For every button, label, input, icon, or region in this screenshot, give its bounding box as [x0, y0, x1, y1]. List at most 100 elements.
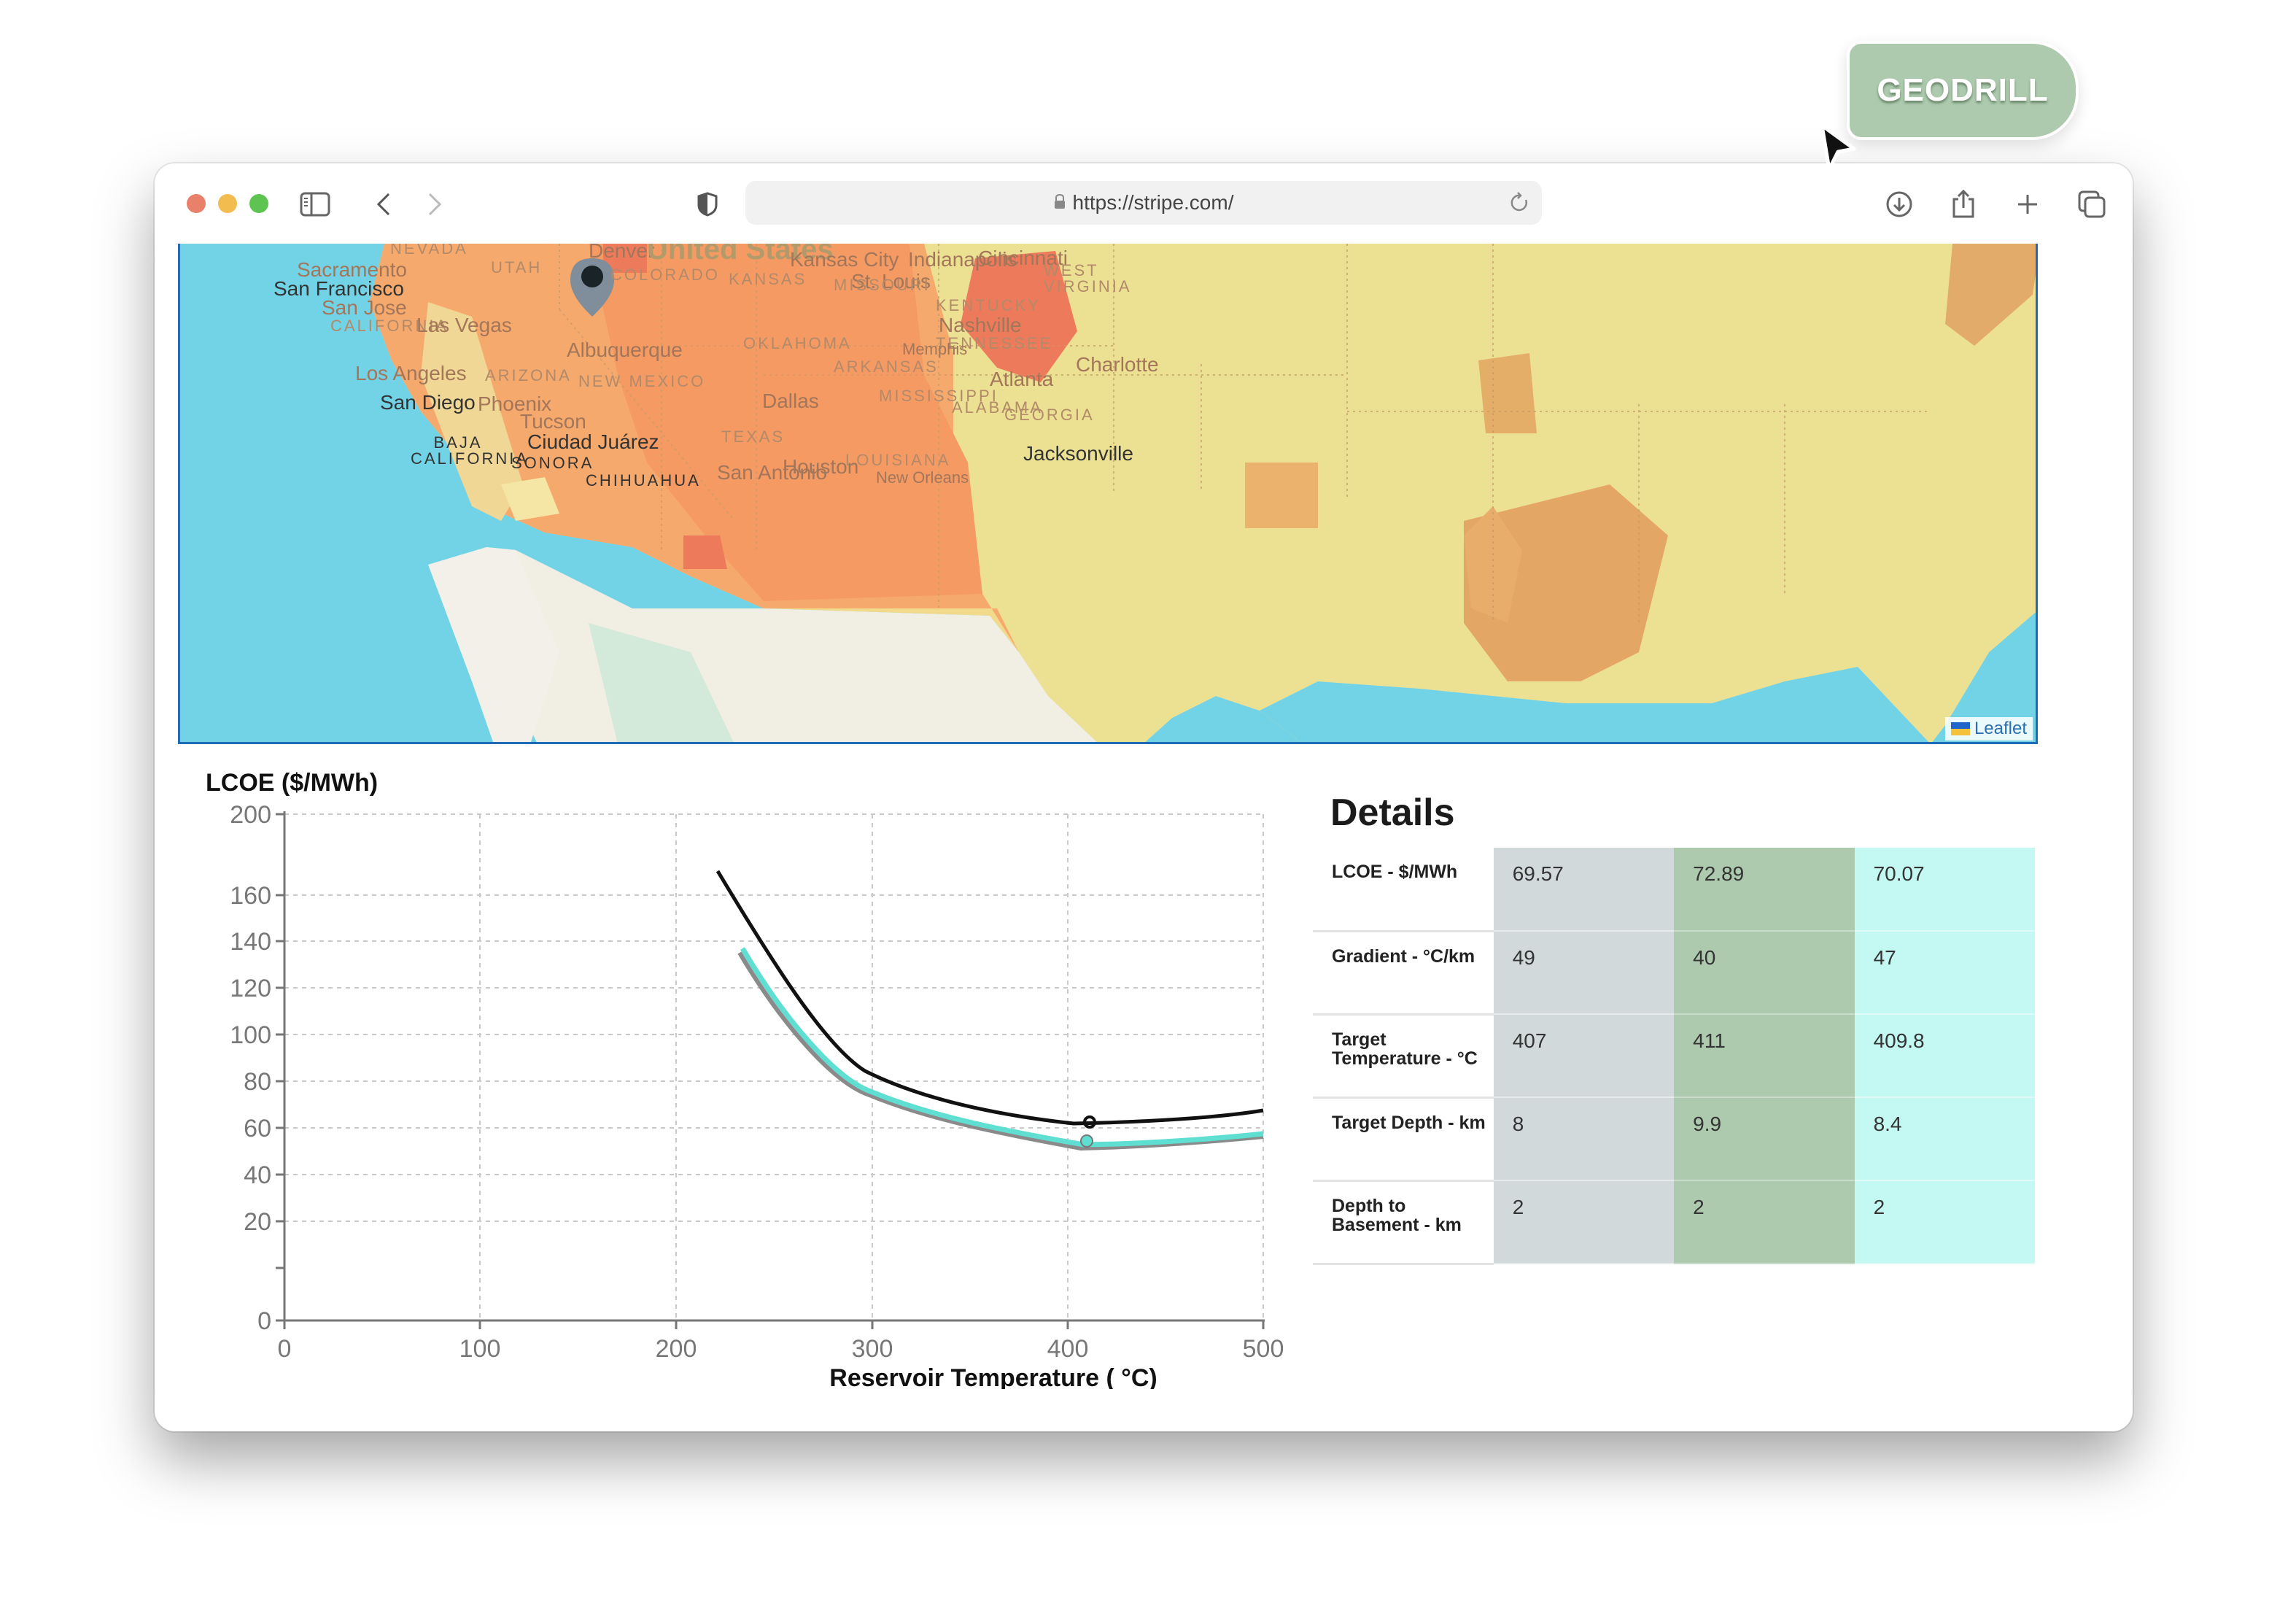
minimize-window-button[interactable]	[218, 194, 237, 213]
x-tick-label: 500	[1243, 1335, 1284, 1363]
sidebar-icon[interactable]	[299, 188, 331, 220]
map-label-colorado: COLORADO	[610, 266, 720, 284]
row-label: Target Temperature - °C	[1313, 1014, 1494, 1099]
map-label-cincinnati: Cincinnati	[978, 247, 1068, 269]
cell-option-3: 2	[1854, 1180, 2035, 1264]
attribution-link[interactable]: Leaflet	[1974, 719, 2027, 738]
map-label-arkansas: ARKANSAS	[834, 357, 939, 376]
map-label-san-jose: San Jose	[322, 296, 407, 319]
map-label-oklahoma: OKLAHOMA	[743, 334, 852, 352]
map-label-sonora: SONORA	[511, 454, 594, 472]
map-label-kansas: KANSAS	[729, 270, 807, 288]
chart-plot[interactable]: 200 160 140 120 100 80 60 40 20 0 0 100 …	[198, 769, 1453, 1389]
map-pin-icon	[570, 258, 614, 317]
y-tick-label: 0	[257, 1307, 271, 1335]
lcoe-chart: LCOE ($/MWh)	[198, 769, 1453, 1389]
cell-option-2: 9.9	[1674, 1097, 1855, 1181]
shield-icon[interactable]	[691, 188, 724, 220]
selected-point-marker[interactable]	[1080, 1134, 1093, 1148]
table-row: Depth to Basement - km 2 2 2	[1313, 1180, 2035, 1265]
map-label-memphis: Memphis	[902, 340, 968, 358]
heatmap-layer	[370, 244, 2036, 742]
cell-option-3: 47	[1854, 931, 2035, 1015]
url-text: https://stripe.com/	[1072, 191, 1234, 214]
x-tick-label: 0	[278, 1335, 292, 1363]
map-label-louisiana: LOUISIANA	[845, 451, 951, 469]
forward-icon[interactable]	[419, 188, 451, 220]
map-label-west-virginia: WEST VIRGINIA	[1044, 261, 1130, 295]
table-row: Target Depth - km 8 9.9 8.4	[1313, 1097, 2035, 1182]
new-tab-icon[interactable]	[2012, 188, 2044, 220]
ukraine-flag-icon	[1950, 722, 1970, 735]
table-row: Target Temperature - °C 407 411 409.8	[1313, 1014, 2035, 1099]
map-label-utah: UTAH	[491, 258, 543, 276]
y-tick-label: 40	[244, 1161, 271, 1189]
y-tick-label: 20	[244, 1208, 271, 1236]
map-label-texas: TEXAS	[721, 428, 786, 446]
cell-option-1: 69.57	[1493, 848, 1675, 932]
map-view[interactable]: NEVADA UTAH Denver United States COLORAD…	[178, 244, 2038, 744]
y-tick-label: 140	[230, 928, 271, 956]
lock-icon	[1054, 191, 1066, 214]
map-label-phoenix: Phoenix	[478, 392, 552, 415]
map-label-san-antonio: San Antonio	[717, 461, 828, 484]
x-tick-label: 400	[1047, 1335, 1089, 1363]
leaflet-attribution[interactable]: Leaflet	[1944, 717, 2033, 740]
details-title: Details	[1330, 792, 1455, 834]
cell-option-2: 40	[1674, 931, 1855, 1015]
tabs-overview-icon[interactable]	[2076, 188, 2108, 220]
y-tick-label: 160	[230, 882, 271, 910]
cell-option-2: 411	[1674, 1014, 1855, 1098]
map-label-denver: Denver	[589, 244, 655, 262]
map-label-charlotte: Charlotte	[1076, 353, 1159, 376]
map-label-chihuahua: CHIHUAHUA	[586, 471, 701, 490]
map-label-mississippi: MISSISSIPPI	[879, 387, 998, 405]
map-label-new-orleans: New Orleans	[876, 468, 969, 487]
map-label-houston: Houston	[783, 455, 859, 478]
selected-point-marker[interactable]	[1083, 1115, 1096, 1129]
close-window-button[interactable]	[187, 194, 206, 213]
y-tick-label: 60	[244, 1115, 271, 1142]
back-icon[interactable]	[368, 188, 400, 220]
map-label-sacramento: Sacramento	[297, 258, 407, 281]
zoom-window-button[interactable]	[249, 194, 268, 213]
map-label-ciudad-juarez: Ciudad Juárez	[527, 430, 659, 453]
reload-icon[interactable]	[1510, 191, 1530, 220]
map-label-united-states: United States	[647, 244, 834, 266]
row-label: Target Depth - km	[1313, 1097, 1494, 1182]
x-tick-label: 100	[459, 1335, 501, 1363]
mouse-cursor-icon	[1807, 123, 1858, 177]
table-row: LCOE - $/MWh 69.57 72.89 70.07	[1313, 848, 2035, 932]
map-label-nashville: Nashville	[939, 314, 1022, 336]
map-label-indianapolis: Indianapolis	[908, 248, 1017, 271]
map-label-los-angeles: Los Angeles	[355, 362, 467, 384]
y-tick-label: 100	[230, 1021, 271, 1049]
map-label-dallas: Dallas	[762, 390, 819, 412]
map-label-tennessee: TENNESSEE	[936, 334, 1053, 352]
map-label-las-vegas: Las Vegas	[416, 314, 512, 336]
map-label-new-mexico: NEW MEXICO	[578, 372, 706, 390]
map-label-kentucky: KENTUCKY	[936, 296, 1041, 314]
share-icon[interactable]	[1947, 188, 1979, 220]
cell-option-1: 8	[1493, 1097, 1675, 1181]
map-label-california: CALIFORNIA	[330, 317, 449, 335]
map-label-alabama: ALABAMA	[952, 398, 1043, 417]
details-panel: Details LCOE - $/MWh 69.57 72.89 70.07 G…	[1313, 791, 2042, 1265]
y-tick-label: 200	[230, 801, 271, 829]
chart-y-title: LCOE ($/MWh)	[206, 769, 379, 797]
map-label-san-diego: San Diego	[380, 391, 476, 414]
download-icon[interactable]	[1883, 188, 1915, 220]
map-label-atlanta: Atlanta	[990, 368, 1054, 390]
details-table: LCOE - $/MWh 69.57 72.89 70.07 Gradient …	[1313, 848, 2035, 1265]
row-label: LCOE - $/MWh	[1313, 848, 1494, 932]
y-tick-label: 120	[230, 975, 271, 1002]
cell-option-3: 409.8	[1854, 1014, 2035, 1098]
map-label-kansas-city: Kansas City	[790, 248, 899, 271]
map-label-nevada: NEVADA	[390, 244, 468, 258]
map-label-baja-california: BAJA CALIFORNIA	[411, 433, 530, 468]
x-axis-title: Reservoir Temperature ( °C)	[829, 1364, 1157, 1389]
address-bar[interactable]: https://stripe.com/	[745, 181, 1542, 225]
cell-option-1: 407	[1493, 1014, 1675, 1098]
cell-option-1: 49	[1493, 931, 1675, 1015]
map-label-jacksonville: Jacksonville	[1023, 442, 1133, 465]
